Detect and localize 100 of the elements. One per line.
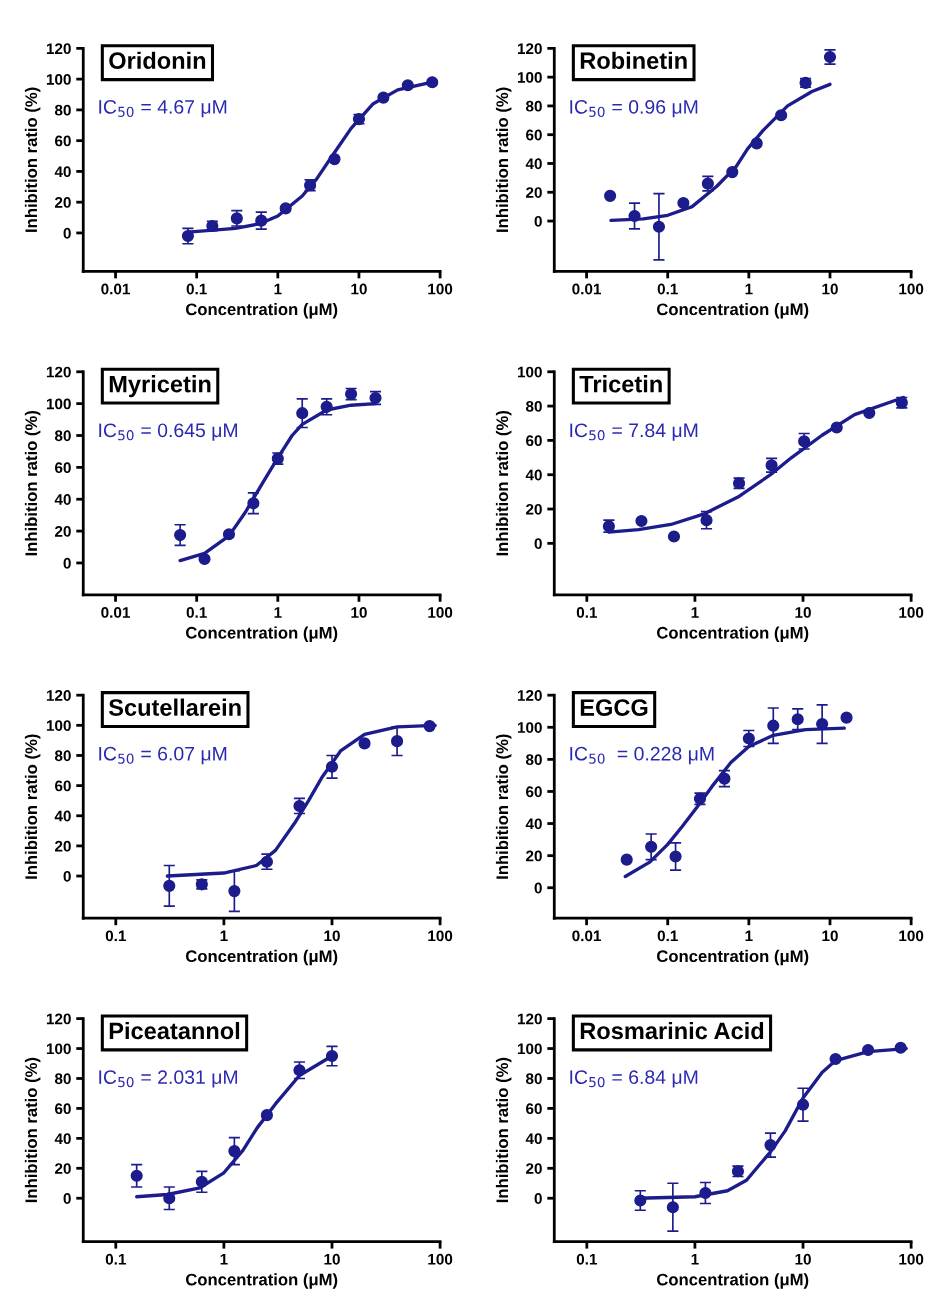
y-tick-label: 80 — [54, 104, 71, 116]
y-tick-label: 40 — [54, 1133, 71, 1145]
x-tick-label: 10 — [822, 283, 838, 295]
x-axis-title: Concentration (μM) — [185, 1273, 338, 1289]
point — [829, 1052, 842, 1066]
y-tick-label: 80 — [525, 754, 542, 766]
y-tick-label: 100 — [46, 398, 71, 410]
x-tick-label: 1 — [220, 930, 228, 942]
x-tick-label: 10 — [822, 930, 838, 942]
y-tick-label: 120 — [46, 690, 71, 701]
x-tick-label: 0.1 — [186, 283, 207, 295]
point — [700, 514, 713, 527]
y-tick-label: 60 — [526, 435, 542, 447]
y-tick-label: 0 — [534, 1193, 542, 1204]
annotation: IC$_{50}$ = 6.07 μM — [99, 746, 227, 765]
x-tick-label: 10 — [324, 1253, 340, 1265]
y-tick-label: 80 — [525, 400, 542, 412]
y-tick-label: 60 — [526, 786, 542, 798]
y-tick-label: 0 — [534, 215, 542, 227]
point — [620, 853, 633, 866]
x-tick-label: 100 — [428, 607, 453, 618]
point — [628, 209, 641, 223]
annotation: IC$_{50}$ = 7.84 μM — [570, 423, 698, 441]
y-axis-title: Inhibition ratio (%) — [24, 410, 41, 556]
y-axis-title: Inhibition ratio (%) — [24, 87, 41, 232]
x-tick-label: 0.1 — [105, 930, 126, 942]
point — [894, 1041, 907, 1054]
y-tick-label: 60 — [55, 135, 71, 147]
annotation: IC$_{50}$ = 0.645 μM — [99, 423, 238, 441]
y-tick-label: 80 — [54, 1073, 71, 1085]
y-tick-label: 0 — [63, 1193, 71, 1204]
y-tick-label: 100 — [46, 1043, 71, 1055]
point — [279, 202, 292, 215]
x-tick-label: 0.1 — [576, 1253, 598, 1265]
y-tick-label: 120 — [46, 1013, 71, 1025]
x-tick-label: 10 — [324, 930, 340, 942]
point — [775, 109, 788, 122]
y-tick-label: 40 — [54, 494, 71, 505]
x-tick-label: 0.01 — [101, 607, 130, 618]
point — [296, 407, 309, 420]
y-tick-label: 40 — [525, 1133, 542, 1145]
point — [195, 1175, 208, 1188]
x-tick-label: 1 — [745, 930, 753, 942]
chart-title: Rosmarinic Acid — [580, 1021, 764, 1040]
y-tick-label: 20 — [526, 187, 542, 198]
y-tick-label: 100 — [46, 720, 71, 732]
point — [666, 1201, 679, 1214]
y-tick-label: 20 — [54, 525, 71, 537]
point — [796, 1098, 810, 1111]
y-tick-label: 40 — [525, 158, 542, 170]
y-tick-label: 20 — [54, 1163, 71, 1174]
y-tick-label: 20 — [526, 1163, 542, 1174]
x-tick-label: 0.1 — [186, 607, 207, 618]
chart-title: Robinetin — [580, 51, 687, 70]
x-tick-label: 1 — [691, 1254, 699, 1265]
x-tick-label: 100 — [428, 1253, 453, 1265]
x-tick-label: 100 — [428, 283, 453, 295]
chart-title: Piceatannol — [109, 1021, 240, 1040]
chart-title: Scutellarein — [108, 698, 241, 716]
point — [247, 497, 260, 510]
point — [325, 1049, 339, 1063]
y-tick-label: 0 — [534, 538, 542, 550]
y-tick-label: 20 — [54, 197, 71, 208]
chart-title: Myricetin — [109, 375, 211, 398]
point — [669, 850, 682, 863]
annotation: IC$_{50}$ = 4.67 μM — [99, 100, 227, 118]
x-tick-label: 100 — [899, 607, 924, 618]
x-axis-title: Concentration (μM) — [657, 1273, 809, 1289]
point — [426, 76, 439, 89]
x-tick-label: 0.1 — [657, 283, 678, 295]
x-tick-label: 0.1 — [657, 930, 678, 942]
y-axis-title: Inhibition ratio (%) — [495, 87, 512, 232]
y-tick-label: 40 — [54, 166, 71, 178]
point — [228, 1145, 241, 1158]
point — [750, 137, 763, 150]
y-tick-label: 40 — [54, 810, 71, 822]
x-axis-title: Concentration (μM) — [657, 626, 809, 642]
annotation: IC$_{50}$ = 0.96 μM — [570, 100, 698, 118]
point — [325, 760, 339, 773]
y-tick-label: 120 — [517, 690, 542, 701]
point — [163, 879, 176, 892]
x-tick-label: 0.01 — [572, 283, 602, 295]
point — [645, 840, 658, 853]
x-tick-label: 10 — [795, 1253, 811, 1265]
y-tick-label: 100 — [517, 722, 542, 733]
point — [198, 552, 211, 566]
y-axis-title: Inhibition ratio (%) — [24, 734, 41, 879]
x-tick-label: 100 — [899, 1253, 924, 1265]
x-tick-label: 100 — [899, 930, 924, 942]
point — [667, 530, 681, 543]
x-tick-label: 0.1 — [576, 607, 598, 618]
point — [130, 1169, 143, 1182]
y-tick-label: 100 — [517, 366, 542, 378]
y-tick-label: 100 — [517, 1043, 542, 1055]
point — [863, 406, 876, 420]
x-axis-title: Concentration (μM) — [185, 626, 338, 642]
point — [840, 711, 853, 724]
point — [163, 1192, 176, 1205]
y-tick-label: 80 — [525, 1073, 542, 1085]
x-tick-label: 0.01 — [572, 930, 602, 942]
